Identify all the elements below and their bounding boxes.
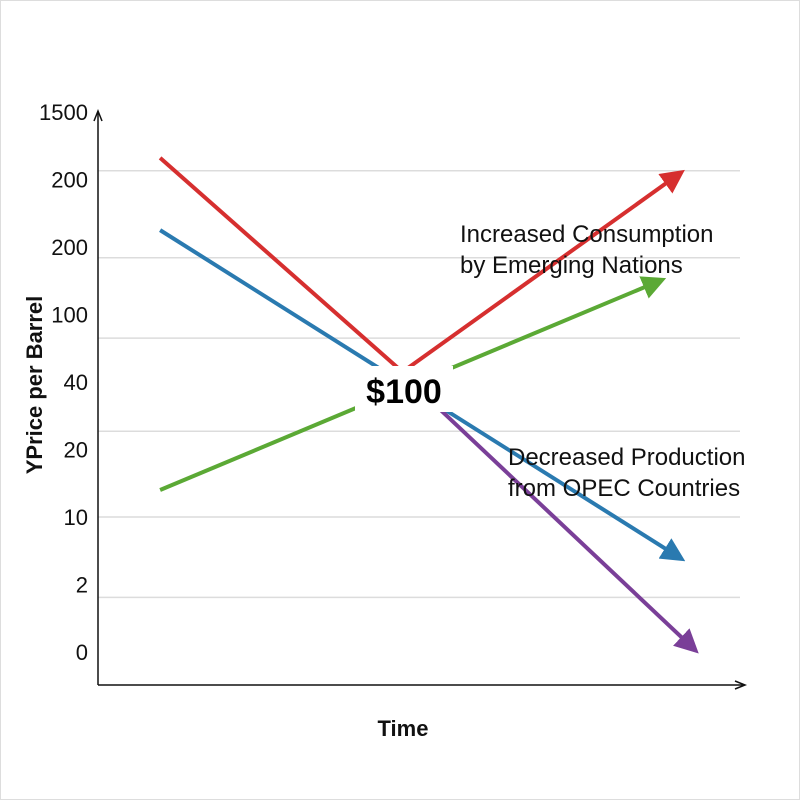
series-line-purple [438,408,699,654]
series-line-red [158,156,402,372]
annotation-text: Increased Consumption [460,221,713,248]
y-tick-label: 20 [64,438,88,463]
y-tick-label: 200 [51,235,88,260]
y-tick-label: 200 [51,168,88,193]
annotation-text: Decreased Production [508,444,745,471]
y-axis-arrow-icon [93,108,103,122]
y-tick-label: 10 [64,505,88,530]
annotation-text: from OPEC Countries [508,475,740,502]
y-axis-label: YPrice per Barrel [22,296,47,475]
x-axis-arrow-icon [734,680,748,690]
center-price-label: $100 [366,373,442,411]
annotation-text: by Emerging Nations [460,252,683,279]
y-tick-label: 0 [76,640,88,665]
y-tick-label: 100 [51,303,88,328]
x-axis-label: Time [378,716,429,741]
center-label-background [355,366,453,412]
y-tick-label: 40 [64,370,88,395]
series-line-red-arrow [404,169,685,372]
y-tick-label: 1500 [39,100,88,125]
y-tick-label: 2 [76,573,88,598]
